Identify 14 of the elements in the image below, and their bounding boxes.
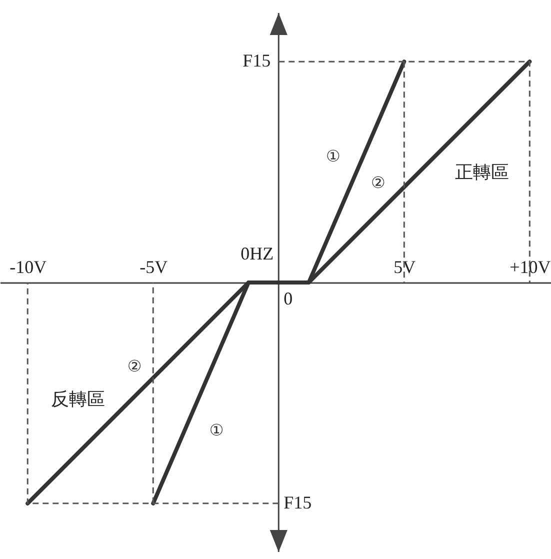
annotation: 0 [284,288,293,308]
annotation: 正轉區 [455,162,510,184]
x-tick-label: -5V [140,257,168,277]
x-tick-label: -10V [10,257,47,277]
x-tick-label: +10V [510,257,551,277]
annotation: F15 [242,50,271,71]
text: ① [209,420,224,440]
annotation: 0HZ [240,244,274,264]
annotation: F15 [284,492,312,512]
series-label: ② [127,356,142,376]
x-tick-label: 5V [394,257,416,277]
annotation: 反轉區 [51,389,106,410]
text: ② [370,173,386,192]
series-label: ① [326,146,340,166]
